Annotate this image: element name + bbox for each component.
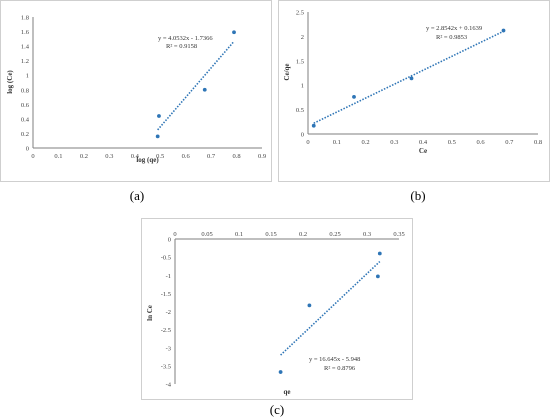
data-point xyxy=(232,30,236,35)
data-point xyxy=(501,28,506,33)
y-tick-label: 0 xyxy=(168,237,171,244)
y-tick-label: -3.5 xyxy=(161,363,171,370)
caption-a: (a) xyxy=(129,188,145,203)
y-tick-label: 0 xyxy=(301,132,304,139)
y-tick-label: 0.6 xyxy=(21,102,30,109)
data-point xyxy=(278,370,283,374)
y-tick-label: 1.5 xyxy=(296,58,304,65)
y-tick-label: -2 xyxy=(166,309,171,316)
panel-c-frame xyxy=(141,218,413,400)
x-tick-label: 0.3 xyxy=(390,139,398,146)
chart-c: 0 0.05 0.1 0.15 0.2 0.25 0.3 0.35 0 -0.5 -1 -1.5 -2 -… xyxy=(146,231,405,396)
y-tick-label: 0.5 xyxy=(296,107,304,114)
y-tick-label: 2.5 xyxy=(296,10,304,17)
x-tick-label: 0.8 xyxy=(232,153,240,160)
y-tick-label: 1 xyxy=(301,83,304,90)
x-tick-label: 0.3 xyxy=(105,153,113,160)
x-tick-label: 0.3 xyxy=(363,231,371,238)
x-axis-title: qe xyxy=(284,388,291,396)
data-point xyxy=(307,303,312,308)
x-tick-label: 0 xyxy=(173,231,176,238)
x-tick-label: 0.2 xyxy=(299,231,307,238)
data-point xyxy=(202,87,207,92)
caption-b: (b) xyxy=(410,188,426,203)
y-tick-label: 0.2 xyxy=(21,131,29,138)
x-tick-label: 0.1 xyxy=(235,231,243,238)
y-tick-label: -3 xyxy=(166,345,171,352)
chart-b: 0 0.1 0.2 0.3 0.4 0.5 0.6 0.7 0.8 0 0.5 1 1.5 2 2.5 Ce C… xyxy=(283,10,542,156)
x-tick-label: 0.1 xyxy=(54,153,62,160)
trend-equation: y = 4.0532x - 1.7366 xyxy=(158,35,213,42)
data-point xyxy=(375,274,380,279)
y-axis-title: Ce/qe xyxy=(283,63,291,80)
y-tick-label: 1.8 xyxy=(21,15,29,22)
data-point xyxy=(409,76,414,81)
x-tick-label: 0.05 xyxy=(201,231,212,238)
r-squared: R² = 0.9158 xyxy=(166,43,197,50)
y-tick-label: 1.4 xyxy=(21,44,30,51)
x-tick-label: 0.7 xyxy=(505,139,514,146)
x-tick-label: 0.8 xyxy=(534,139,542,146)
x-tick-label: 0.4 xyxy=(419,139,428,146)
y-tick-label: -1.5 xyxy=(161,291,171,298)
data-point xyxy=(352,95,356,99)
trendline xyxy=(313,30,504,124)
x-tick-label: 0.1 xyxy=(333,139,341,146)
panel-a-frame xyxy=(0,0,272,182)
x-tick-label: 0.2 xyxy=(80,153,88,160)
x-tick-label: 0.6 xyxy=(476,139,485,146)
r-squared: R² = 0.8796 xyxy=(324,365,356,372)
trend-equation: y = 2.8542x + 0.1639 xyxy=(426,25,482,32)
trendline xyxy=(157,40,235,131)
y-tick-label: -1 xyxy=(166,273,171,280)
trendline xyxy=(280,260,381,356)
y-tick-label: -4 xyxy=(166,382,172,389)
x-tick-label: 0.7 xyxy=(207,153,216,160)
x-tick-label: 0.25 xyxy=(329,231,340,238)
y-tick-label: -0.5 xyxy=(161,255,171,262)
y-tick-label: 2 xyxy=(301,34,304,41)
data-point xyxy=(377,251,382,256)
chart-a: 0 0.1 0.2 0.3 0.4 0.5 0.6 0.7 0.8 0.9 0 0.2 0.4 0.6 0.… xyxy=(6,15,266,165)
data-point xyxy=(155,134,160,139)
x-axis-title: log (qe) xyxy=(136,156,159,164)
caption-c: (c) xyxy=(269,402,285,417)
x-tick-label: 0.5 xyxy=(448,139,456,146)
x-tick-label: 0.9 xyxy=(258,153,266,160)
y-tick-label: -2.5 xyxy=(161,327,171,334)
x-tick-label: 0.6 xyxy=(182,153,191,160)
y-tick-label: 1.2 xyxy=(21,58,29,65)
y-tick-label: 0.8 xyxy=(21,87,29,94)
trend-equation: y = 16.645x - 5.948 xyxy=(309,356,360,363)
y-tick-label: 1 xyxy=(26,73,29,80)
y-tick-label: 1.6 xyxy=(21,29,30,36)
x-tick-label: 0.35 xyxy=(393,231,404,238)
data-point xyxy=(311,123,316,128)
x-tick-label: 0.5 xyxy=(156,153,164,160)
y-axis-title: log (Ce) xyxy=(6,70,14,94)
y-tick-label: 0.4 xyxy=(21,116,30,123)
x-tick-label: 0 xyxy=(306,139,309,146)
x-tick-label: 0.2 xyxy=(361,139,369,146)
x-tick-label: 0 xyxy=(31,153,34,160)
x-tick-label: 0.15 xyxy=(265,231,276,238)
x-axis-title: Ce xyxy=(419,147,427,155)
y-tick-label: 0 xyxy=(26,146,29,153)
x-tick-label: 0.4 xyxy=(131,153,140,160)
data-point xyxy=(157,114,161,118)
r-squared: R² = 0.9853 xyxy=(436,34,467,41)
y-axis-title: ln Ce xyxy=(146,305,154,321)
